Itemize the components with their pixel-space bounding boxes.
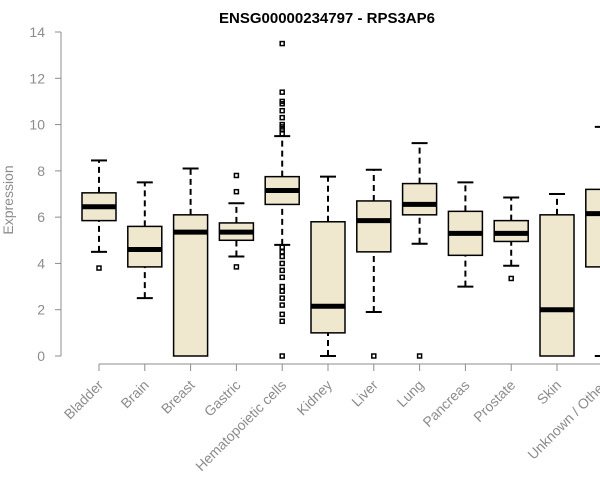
box-group-liver: [356, 168, 392, 359]
outlier-point: [279, 100, 285, 107]
outlier-point: [96, 265, 102, 271]
iqr-box: [539, 214, 575, 357]
x-tick-label: Bladder: [61, 377, 107, 423]
iqr-box: [310, 221, 346, 334]
box-group-breast: [172, 167, 209, 357]
x-tick-label: Pancreas: [419, 377, 472, 430]
y-tick-label: 8: [37, 163, 45, 179]
iqr-box: [356, 200, 392, 253]
outlier-point: [233, 264, 240, 270]
x-tick-label: Breast: [158, 377, 198, 417]
outlier-point: [233, 172, 240, 179]
outlier-point: [508, 275, 514, 282]
box-group-kidney: [310, 175, 346, 357]
x-tick-label: Skin: [534, 377, 565, 408]
outlier-point: [279, 283, 285, 290]
iqr-box: [585, 188, 600, 268]
x-tick-label: Liver: [348, 377, 381, 410]
iqr-box: [401, 182, 438, 216]
y-tick-label: 14: [29, 24, 45, 40]
outlier-point: [279, 131, 285, 137]
outlier-point: [279, 253, 285, 260]
outlier-point: [279, 274, 285, 281]
outlier-point: [279, 124, 285, 130]
y-tick-label: 4: [37, 255, 45, 271]
iqr-box: [172, 214, 209, 357]
outlier-point: [279, 249, 285, 255]
box-group-brain: [127, 181, 163, 300]
y-tick-label: 0: [37, 348, 45, 364]
box-group-pancreas: [447, 181, 484, 288]
y-axis-label: Expression: [0, 165, 16, 234]
outlier-point: [279, 353, 285, 359]
box-group-unknown-other: [585, 125, 600, 357]
outlier-point: [279, 244, 285, 250]
y-tick-label: 12: [29, 70, 45, 86]
x-tick-label: Lung: [393, 377, 426, 410]
outlier-point: [279, 107, 285, 114]
box-group-lung: [401, 142, 438, 359]
box-group-hematopoietic-cells: [264, 40, 300, 359]
chart-title: ENSG00000234797 - RPS3AP6: [219, 10, 435, 27]
outlier-point: [279, 295, 285, 301]
x-tick-label: Gastric: [201, 377, 244, 420]
outlier-point: [233, 188, 240, 195]
box-group-gastric: [218, 172, 255, 270]
x-tick-label: Brain: [117, 377, 151, 411]
x-tick-label: Hematopoietic cells: [192, 377, 289, 474]
outlier-point: [279, 302, 285, 308]
box-group-prostate: [493, 196, 529, 282]
outlier-point: [279, 318, 285, 325]
outlier-point: [279, 267, 285, 274]
box-group-skin: [539, 193, 575, 357]
y-tick-label: 10: [29, 117, 45, 133]
outlier-point: [416, 353, 423, 359]
outlier-point: [279, 114, 285, 121]
outlier-point: [371, 353, 377, 359]
box-marks: [81, 40, 600, 359]
x-tick-label: Kidney: [294, 377, 336, 419]
y-tick-label: 2: [37, 302, 45, 318]
outlier-point: [279, 89, 285, 95]
y-tick-label: 6: [37, 209, 45, 225]
outlier-point: [279, 260, 285, 267]
outlier-point: [279, 40, 285, 47]
outlier-point: [279, 288, 285, 294]
iqr-box: [127, 225, 163, 268]
box-group-bladder: [81, 159, 117, 271]
x-tick-label: Prostate: [470, 377, 518, 425]
outlier-point: [279, 311, 285, 318]
